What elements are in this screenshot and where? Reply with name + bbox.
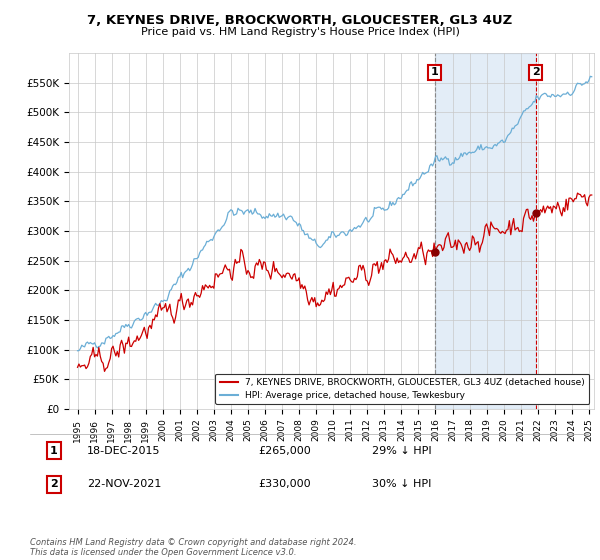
Bar bbox=[435, 53, 536, 409]
Text: £330,000: £330,000 bbox=[258, 479, 311, 489]
Text: £265,000: £265,000 bbox=[258, 446, 311, 456]
Text: Price paid vs. HM Land Registry's House Price Index (HPI): Price paid vs. HM Land Registry's House … bbox=[140, 27, 460, 37]
Text: 30% ↓ HPI: 30% ↓ HPI bbox=[372, 479, 431, 489]
Text: 2: 2 bbox=[50, 479, 58, 489]
Text: 7, KEYNES DRIVE, BROCKWORTH, GLOUCESTER, GL3 4UZ: 7, KEYNES DRIVE, BROCKWORTH, GLOUCESTER,… bbox=[88, 14, 512, 27]
Text: 1: 1 bbox=[431, 67, 439, 77]
Legend: 7, KEYNES DRIVE, BROCKWORTH, GLOUCESTER, GL3 4UZ (detached house), HPI: Average : 7, KEYNES DRIVE, BROCKWORTH, GLOUCESTER,… bbox=[215, 374, 589, 404]
Text: 29% ↓ HPI: 29% ↓ HPI bbox=[372, 446, 431, 456]
Text: 18-DEC-2015: 18-DEC-2015 bbox=[87, 446, 161, 456]
Text: 1: 1 bbox=[50, 446, 58, 456]
Text: 2: 2 bbox=[532, 67, 539, 77]
Text: 22-NOV-2021: 22-NOV-2021 bbox=[87, 479, 161, 489]
Text: Contains HM Land Registry data © Crown copyright and database right 2024.
This d: Contains HM Land Registry data © Crown c… bbox=[30, 538, 356, 557]
